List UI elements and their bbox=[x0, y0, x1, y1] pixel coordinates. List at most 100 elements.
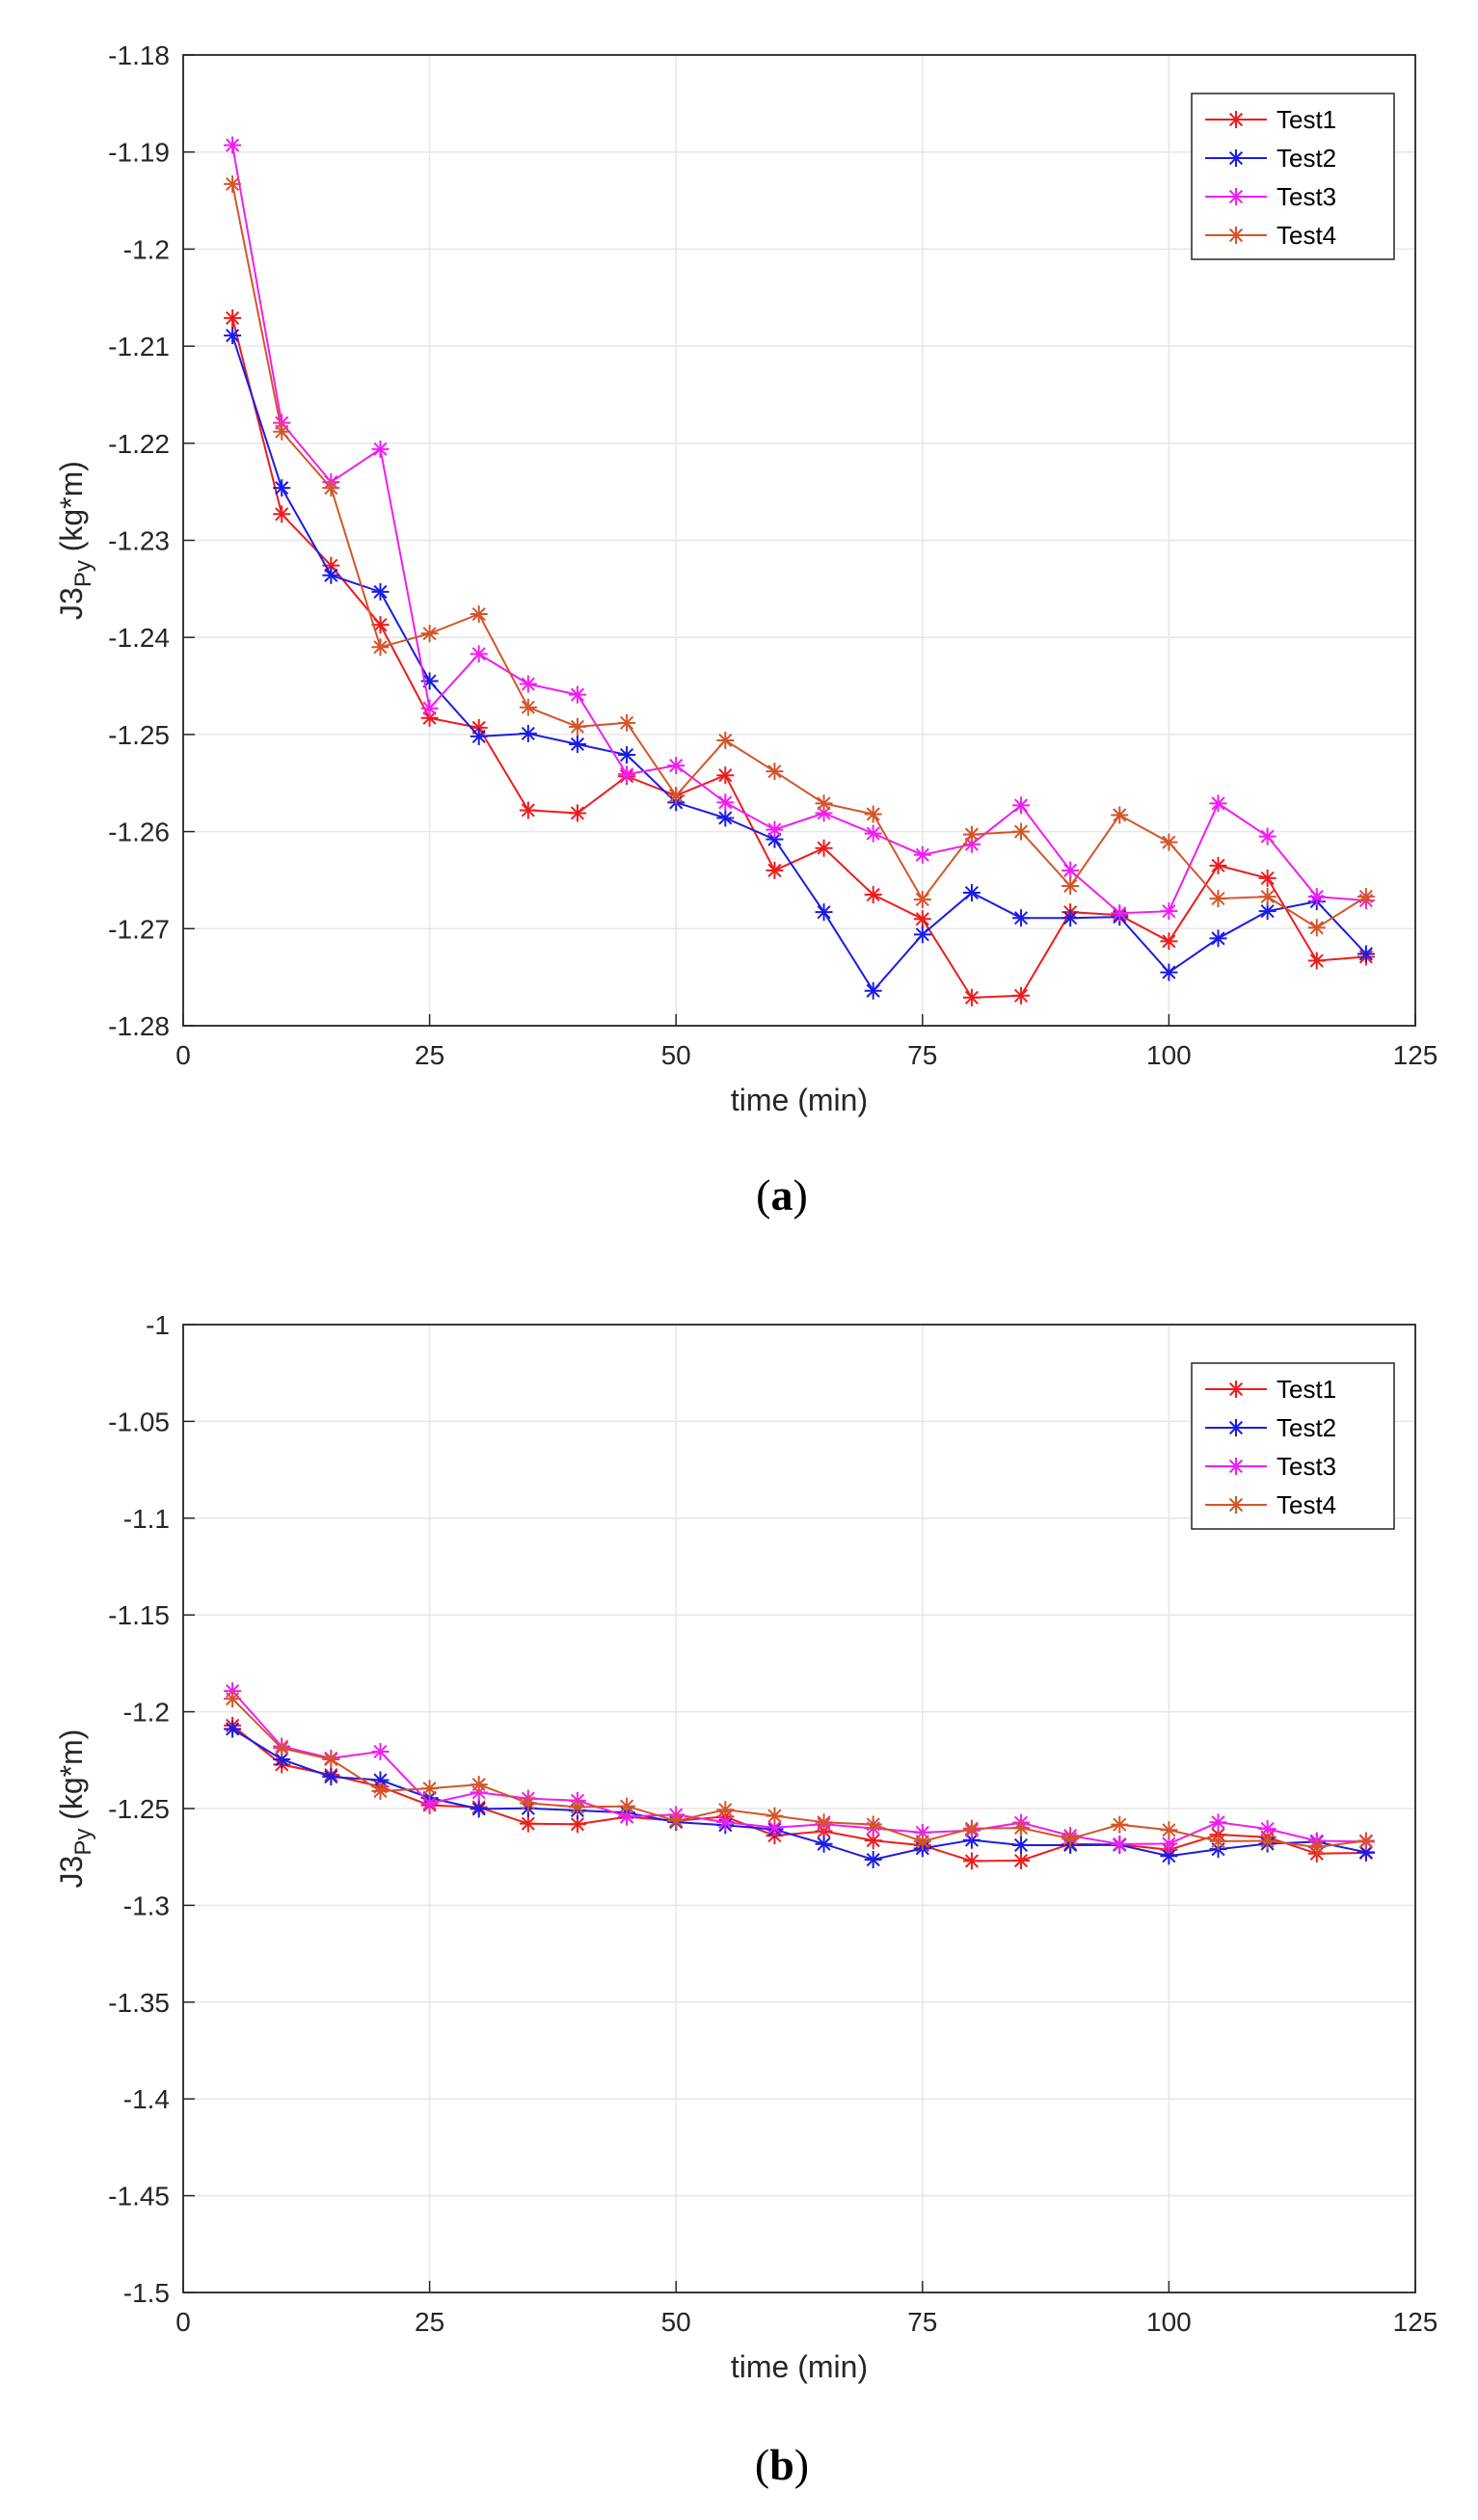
data-point bbox=[224, 308, 242, 327]
data-point bbox=[716, 731, 735, 749]
data-point bbox=[273, 422, 291, 441]
data-point bbox=[371, 1782, 390, 1800]
data-point bbox=[1160, 1821, 1178, 1839]
data-point bbox=[1160, 932, 1178, 951]
y-tick-label: -1.25 bbox=[108, 720, 170, 750]
legend-label: Test2 bbox=[1276, 1413, 1336, 1442]
data-point bbox=[618, 1808, 636, 1826]
series-test4 bbox=[224, 1690, 1375, 1856]
y-axis-label-unit: (kg*m) bbox=[54, 1729, 89, 1829]
y-tick-label: -1.1 bbox=[123, 1504, 170, 1534]
data-point bbox=[1012, 1836, 1031, 1854]
caption-close: ) bbox=[793, 1170, 808, 1220]
data-point bbox=[962, 1852, 981, 1870]
data-point bbox=[913, 925, 931, 944]
data-point bbox=[1111, 1815, 1129, 1834]
data-point bbox=[962, 825, 981, 844]
data-point bbox=[667, 1811, 685, 1830]
y-axis-label-main: J3 bbox=[54, 1856, 89, 1889]
x-tick-label: 0 bbox=[175, 2307, 191, 2337]
data-point bbox=[224, 174, 242, 193]
data-point bbox=[224, 327, 242, 345]
y-tick-label: -1.22 bbox=[108, 429, 170, 459]
data-point bbox=[273, 479, 291, 497]
data-point bbox=[1012, 796, 1031, 815]
legend-label: Test1 bbox=[1276, 1375, 1336, 1404]
series-line-test3 bbox=[231, 145, 1366, 915]
data-point bbox=[519, 675, 537, 693]
legend-label: Test3 bbox=[1276, 182, 1336, 211]
data-point bbox=[766, 763, 784, 781]
data-point bbox=[815, 1813, 833, 1832]
caption-open: ( bbox=[755, 2440, 769, 2489]
y-tick-label: -1.18 bbox=[108, 40, 170, 70]
legend-label: Test4 bbox=[1276, 221, 1336, 250]
chart-panel-b: 0 25 50 75 100 125 -1 -1.05 -1.1 -1.15 -1.2 -1.25 -1… bbox=[54, 1310, 1438, 2489]
data-point bbox=[716, 793, 735, 812]
data-point bbox=[864, 805, 882, 823]
x-tick-label: 125 bbox=[1393, 2307, 1438, 2337]
legend-item-test4: Test4 bbox=[1205, 221, 1336, 250]
x-tick-label: 75 bbox=[907, 1040, 937, 1070]
data-point bbox=[1111, 904, 1129, 923]
data-point bbox=[420, 625, 439, 643]
y-tick-label: -1.19 bbox=[108, 138, 170, 168]
legend: Test1 Test2 Test3 Test4 bbox=[1191, 1362, 1395, 1530]
legend-label: Test1 bbox=[1276, 105, 1336, 134]
caption-close: ) bbox=[794, 2440, 809, 2489]
y-axis-label-subscript: Py bbox=[70, 1829, 96, 1856]
data-point bbox=[1012, 1819, 1031, 1837]
y-tick-label: -1.26 bbox=[108, 818, 170, 847]
data-point bbox=[273, 1739, 291, 1757]
legend-marker bbox=[1227, 1458, 1245, 1475]
legend-label: Test4 bbox=[1276, 1490, 1336, 1519]
legend-marker bbox=[1227, 1381, 1245, 1398]
data-point bbox=[322, 1768, 340, 1786]
data-point bbox=[716, 809, 735, 827]
data-point bbox=[568, 735, 586, 753]
data-point bbox=[1061, 909, 1080, 927]
data-point bbox=[962, 1819, 981, 1837]
legend-marker bbox=[1227, 149, 1245, 167]
x-tick-label: 75 bbox=[907, 2307, 937, 2337]
y-tick-label: -1.25 bbox=[108, 1794, 170, 1824]
x-tick-label: 0 bbox=[175, 1040, 191, 1070]
data-point bbox=[864, 1851, 882, 1869]
panel-caption: (a) bbox=[756, 1170, 808, 1220]
x-tick-label: 25 bbox=[415, 2307, 444, 2337]
legend-marker bbox=[1227, 227, 1245, 244]
data-point bbox=[1258, 827, 1276, 845]
data-point bbox=[864, 824, 882, 843]
data-point bbox=[224, 1690, 242, 1708]
legend-marker bbox=[1227, 1419, 1245, 1436]
data-point bbox=[519, 1794, 537, 1812]
y-tick-label: -1.24 bbox=[108, 623, 170, 653]
data-point bbox=[1012, 822, 1031, 841]
data-point bbox=[1061, 861, 1080, 879]
legend-marker bbox=[1227, 1496, 1245, 1514]
x-tick-label: 50 bbox=[661, 2307, 691, 2337]
data-point bbox=[1258, 1820, 1276, 1838]
data-point bbox=[913, 1833, 931, 1851]
y-tick-label: -1.5 bbox=[123, 2278, 170, 2308]
legend-marker bbox=[1227, 111, 1245, 128]
y-tick-label: -1.28 bbox=[108, 1011, 170, 1041]
y-tick-label: -1.27 bbox=[108, 914, 170, 944]
x-tick-label: 50 bbox=[661, 1040, 691, 1070]
data-point bbox=[420, 699, 439, 717]
data-point bbox=[519, 698, 537, 716]
data-point bbox=[1258, 1832, 1276, 1850]
y-axis-label-subscript: Py bbox=[70, 560, 96, 587]
data-point bbox=[913, 891, 931, 909]
data-point bbox=[716, 766, 735, 785]
data-point bbox=[1209, 1832, 1227, 1850]
series-test3 bbox=[224, 136, 1375, 923]
data-point bbox=[322, 1750, 340, 1768]
legend-item-test3: Test3 bbox=[1205, 182, 1336, 211]
data-point bbox=[864, 1815, 882, 1834]
caption-letter: a bbox=[771, 1170, 793, 1220]
data-point bbox=[864, 981, 882, 1000]
data-point bbox=[1111, 806, 1129, 824]
data-point bbox=[1012, 1852, 1031, 1870]
data-point bbox=[371, 638, 390, 657]
